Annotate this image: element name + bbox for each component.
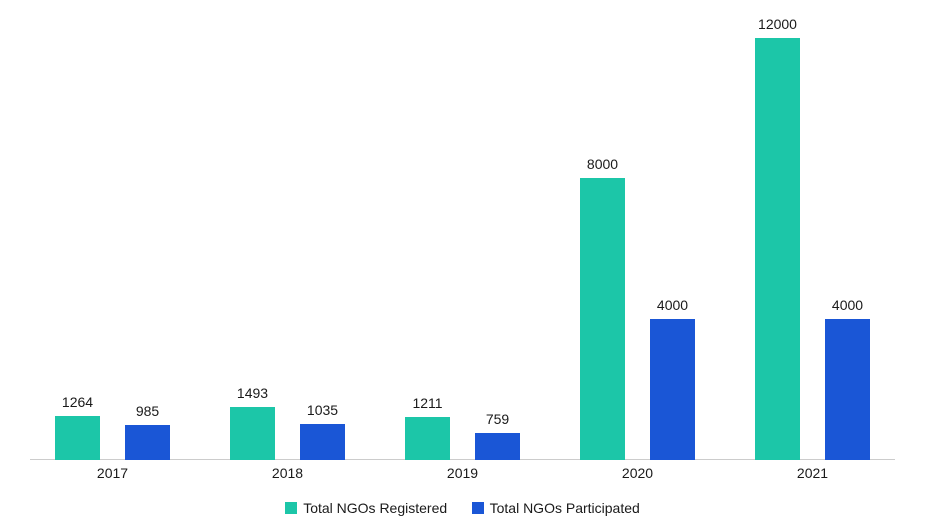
bar [55,416,100,460]
bar [475,433,520,460]
bar [125,425,170,460]
bar-value-label: 8000 [565,156,640,172]
x-axis-label: 2020 [580,465,695,481]
legend-label-registered: Total NGOs Registered [303,500,447,516]
bar-group: 14931035 [230,20,345,460]
legend: Total NGOs Registered Total NGOs Partici… [0,500,925,519]
legend-swatch-participated [472,502,484,514]
bar-value-label: 1264 [40,394,115,410]
bar-value-label: 4000 [810,297,885,313]
x-axis-label: 2018 [230,465,345,481]
bar [230,407,275,460]
ngo-bar-chart: 126498514931035121175980004000120004000 … [0,0,925,530]
bar-value-label: 1035 [285,402,360,418]
bar-value-label: 4000 [635,297,710,313]
x-axis-label: 2017 [55,465,170,481]
legend-label-participated: Total NGOs Participated [490,500,640,516]
x-axis-label: 2021 [755,465,870,481]
x-axis-label: 2019 [405,465,520,481]
bar-group: 1264985 [55,20,170,460]
bar-value-label: 759 [460,411,535,427]
legend-swatch-registered [285,502,297,514]
bar [825,319,870,460]
legend-item-registered: Total NGOs Registered [285,500,447,516]
bar [580,178,625,460]
bar-value-label: 1211 [390,395,465,411]
bar-group: 1211759 [405,20,520,460]
legend-item-participated: Total NGOs Participated [472,500,640,516]
bar [405,417,450,460]
bar [300,424,345,460]
bar-group: 120004000 [755,20,870,460]
x-axis-labels: 2017 2018 2019 2020 2021 [30,465,895,489]
bar-group: 80004000 [580,20,695,460]
bar-value-label: 1493 [215,385,290,401]
bar [755,38,800,460]
bar-value-label: 12000 [740,16,815,32]
bar-value-label: 985 [110,403,185,419]
plot-area: 126498514931035121175980004000120004000 [30,20,895,460]
bar [650,319,695,460]
